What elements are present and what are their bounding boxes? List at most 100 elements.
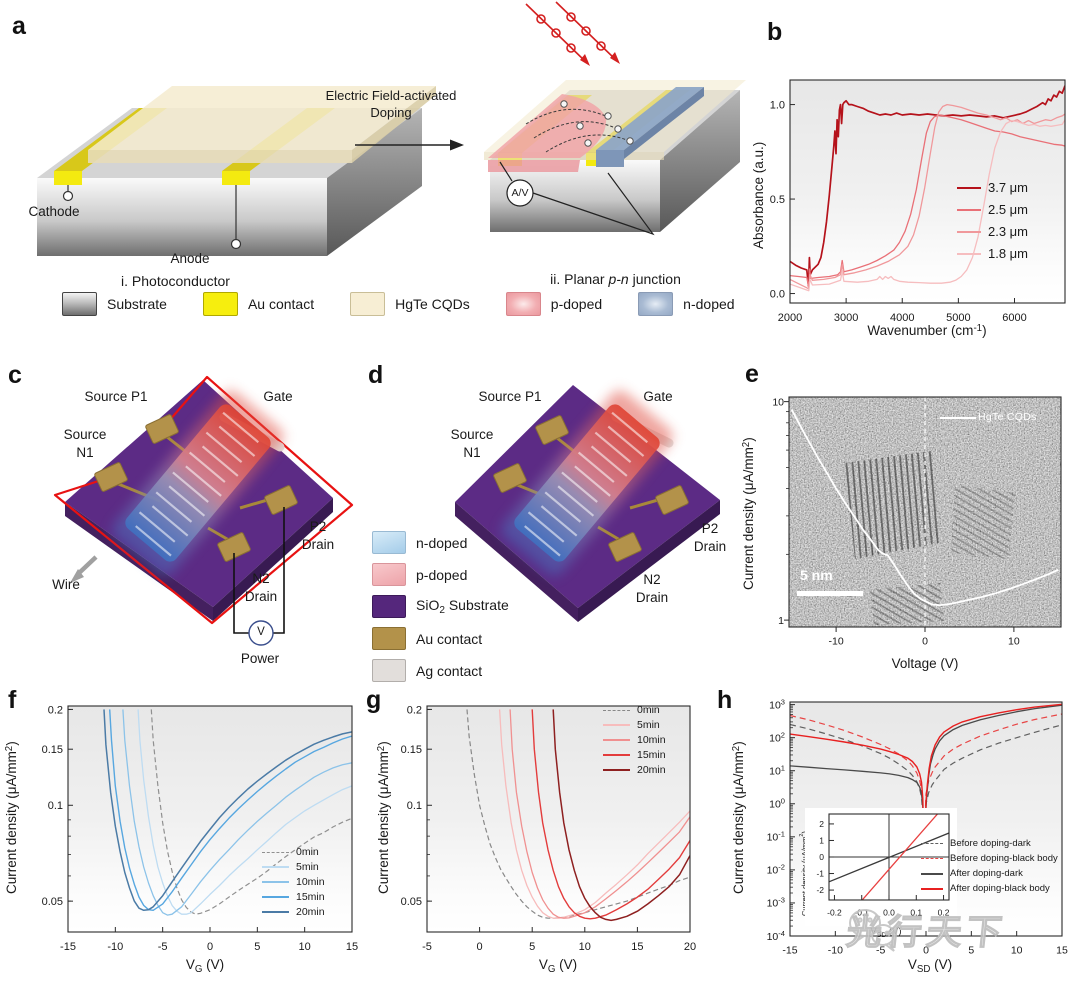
light-wave-icon xyxy=(525,1,620,66)
series-2.3-μm xyxy=(790,103,1065,290)
legend-label: Substrate xyxy=(107,296,167,312)
legend-label: 2.5 μm xyxy=(988,202,1029,217)
material-legend: Substrate Au contact HgTe CQDs p-doped n-dop… xyxy=(62,292,735,316)
y-tick-label: 0.05 xyxy=(401,896,422,908)
panel-d: d Source P1 Gate xyxy=(360,355,740,685)
plot-background xyxy=(790,80,1065,303)
wire-arrow-icon xyxy=(70,555,98,583)
y-tick-label: 1 xyxy=(819,836,824,846)
legend-line xyxy=(603,739,630,741)
x-tick-label: -5 xyxy=(876,945,885,957)
y-tick-label: 1.0 xyxy=(770,100,785,112)
legend-item: After doping-black body xyxy=(921,883,1058,894)
meter-wire-right xyxy=(532,172,655,236)
ag-swatch xyxy=(372,659,406,682)
f-legend: 0min 5min 10min 15min 20min xyxy=(262,846,325,921)
x-tick-label: 0.0 xyxy=(883,908,895,918)
y-tick-label: 0.1 xyxy=(407,800,422,812)
x-tick-label: 0 xyxy=(207,941,213,953)
sio2-swatch xyxy=(372,595,406,618)
series-20min xyxy=(103,709,352,912)
substrate-swatch xyxy=(62,292,97,316)
legend-item: n-doped xyxy=(372,531,509,554)
d-n2-drain-label: N2 Drain xyxy=(635,572,669,605)
d-p2-drain-label: P2 Drain xyxy=(693,521,727,554)
power-wire-n2 xyxy=(233,553,249,634)
legend-label: Au contact xyxy=(247,296,315,312)
legend-item: 10min xyxy=(262,876,325,888)
legend-label: 2.3 μm xyxy=(988,224,1029,239)
interdigitated-channel xyxy=(112,390,284,576)
g-x-axis-label: VG (V) xyxy=(538,957,578,975)
legend-line xyxy=(957,252,981,255)
absorbance-chart: 2000 3000 4000 5000 6000 0.0 0.5 1.0 xyxy=(770,79,1066,324)
series-HgTe-CQDs-IV xyxy=(790,409,1059,607)
legend-label: Au contact xyxy=(416,630,483,647)
legend-label: n-doped xyxy=(416,534,468,551)
legend-label: 0min xyxy=(637,704,660,716)
legend-label: 20min xyxy=(296,906,325,918)
legend-label: 5min xyxy=(637,719,660,731)
x-tick-label: 5 xyxy=(254,941,260,953)
legend-line xyxy=(603,754,630,756)
y-tick-label: 1 xyxy=(778,615,784,627)
caption-pn-junction: ii. Planar p-n junction xyxy=(550,271,681,287)
electron-icons xyxy=(560,100,634,147)
y-tick-label: -2 xyxy=(816,885,824,895)
x-tick-label: 2000 xyxy=(778,312,802,324)
y-tick-label: 0.0 xyxy=(770,289,785,301)
x-tick-label: 0.2 xyxy=(938,908,950,918)
scalebar-label: 5 nm xyxy=(800,567,833,583)
panel-a: a Cathode Anode i. Photoconductor Electr… xyxy=(0,0,770,350)
legend-item: 20min xyxy=(262,906,325,918)
legend-line xyxy=(921,843,943,844)
legend-item: 3.7 μm xyxy=(957,180,1028,195)
legend-line xyxy=(262,896,289,898)
d-material-legend: n-doped p-doped SiO2 Substrate Au contact Ag… xyxy=(372,531,509,682)
legend-label: 20min xyxy=(637,764,666,776)
y-tick-label: 10-3 xyxy=(767,896,785,910)
legend-item: Before doping-black body xyxy=(921,853,1058,864)
y-tick-label: 10-2 xyxy=(767,863,785,877)
x-tick-label: -10 xyxy=(107,941,123,953)
y-tick-label: 0.1 xyxy=(48,800,63,812)
c-p2-drain-label: P2 Drain xyxy=(301,519,335,552)
panel-f-label: f xyxy=(8,686,17,714)
y-tick-label: 0.2 xyxy=(48,704,63,716)
transfer-curve-chart-n: -15 -10 -5 0 5 10 15 0.05 0.1 0.15 0.2 xyxy=(42,704,359,953)
x-tick-label: 10 xyxy=(299,941,311,953)
legend-label: SiO2 Substrate xyxy=(416,597,509,616)
c-wire-label: Wire xyxy=(52,577,80,592)
panel-h-label: h xyxy=(717,686,733,714)
cqd-film-front xyxy=(88,150,352,163)
series-10min xyxy=(122,709,352,916)
x-tick-label: 3000 xyxy=(834,312,858,324)
b-x-axis-label: Wavenumber (cm-1) xyxy=(867,323,987,338)
x-tick-label: -15 xyxy=(60,941,76,953)
pd-swatch xyxy=(505,292,541,316)
x-tick-label: 0 xyxy=(922,636,928,648)
substrate2-side xyxy=(660,90,740,232)
f-x-axis-label: VG (V) xyxy=(185,957,225,975)
legend-item: p-doped xyxy=(505,292,602,316)
auc-swatch xyxy=(372,627,406,650)
cathode-terminal xyxy=(62,190,74,202)
legend-label: Before doping-dark xyxy=(950,838,1031,849)
legend-item: Au contact xyxy=(372,627,509,650)
au-pads2 xyxy=(493,415,689,562)
legend-item: 15min xyxy=(262,891,325,903)
legend-label: 10min xyxy=(637,734,666,746)
legend-item: n-doped xyxy=(638,292,735,316)
legend-label: 15min xyxy=(637,749,666,761)
cathode-label: Cathode xyxy=(28,204,80,219)
e-y-axis-label: Current density (μA/mm2) xyxy=(741,437,756,590)
legend-line xyxy=(262,881,289,883)
legend-label: 5min xyxy=(296,861,319,873)
voltmeter-icon xyxy=(248,620,274,646)
b-legend: 3.7 μm 2.5 μm 2.3 μm 1.8 μm xyxy=(957,180,1028,268)
legend-label: 0min xyxy=(296,846,319,858)
x-tick-label: 0 xyxy=(477,941,483,953)
y-tick-label: -1 xyxy=(816,869,824,879)
legend-line xyxy=(921,872,943,875)
p-doped-region xyxy=(488,94,607,158)
